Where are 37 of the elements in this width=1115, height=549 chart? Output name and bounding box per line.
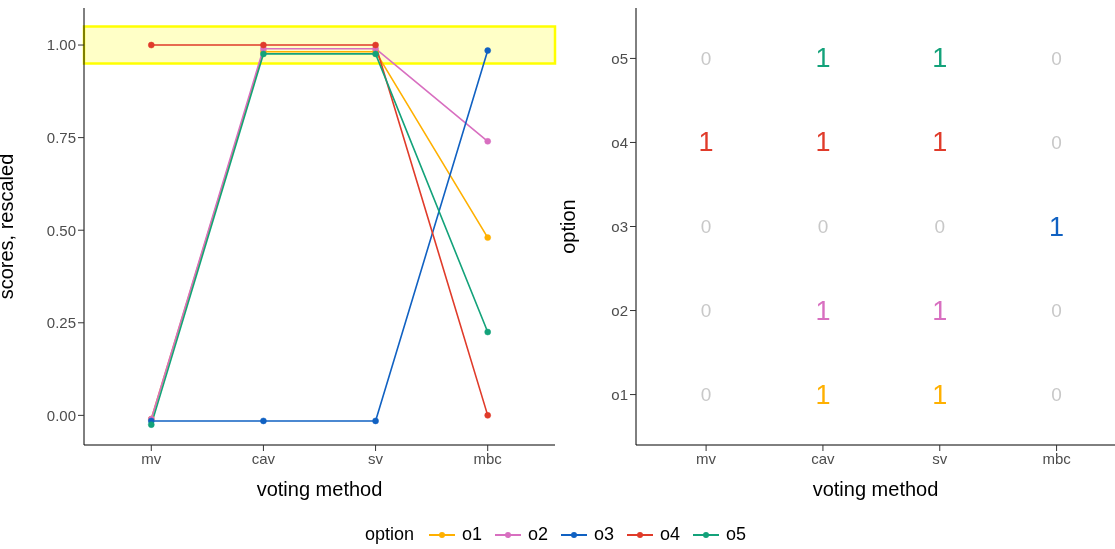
data-label: 1 <box>932 379 948 410</box>
legend-label: o1 <box>461 524 482 545</box>
x-tick-label: mv <box>141 449 162 467</box>
x-tick-label: cav <box>251 449 276 467</box>
y-axis-title: option <box>557 199 580 254</box>
y-tick-label: o2 <box>611 301 628 319</box>
x-tick-label: mbc <box>473 449 503 467</box>
y-tick-label: 0.75 <box>46 128 76 146</box>
data-label: 1 <box>932 43 948 74</box>
x-tick-label: mbc <box>1042 449 1072 467</box>
x-axis-title: voting method <box>812 478 939 500</box>
y-tick-label: 1.00 <box>46 36 76 54</box>
y-tick-label: o5 <box>611 49 628 67</box>
y-tick-label: o1 <box>611 385 628 403</box>
y-tick-label: o4 <box>611 133 628 151</box>
y-tick-label: o3 <box>611 217 628 235</box>
legend-label: o5 <box>726 524 747 545</box>
data-label: 1 <box>815 127 831 158</box>
data-label: 1 <box>698 127 714 158</box>
x-tick-label: mv <box>696 449 717 467</box>
legend-label: o2 <box>527 524 548 545</box>
data-label: 1 <box>815 295 831 326</box>
x-tick-label: cav <box>811 449 836 467</box>
y-tick-label: 0.50 <box>46 221 76 239</box>
data-label: 1 <box>815 379 831 410</box>
data-label: 1 <box>1049 211 1065 242</box>
data-label: 1 <box>932 295 948 326</box>
legend-title: option <box>364 524 414 545</box>
legend-label: o3 <box>594 524 615 545</box>
legend-label: o4 <box>660 524 681 545</box>
x-axis-title: voting method <box>256 478 383 500</box>
x-tick-label: sv <box>932 449 948 467</box>
data-label: 1 <box>815 43 831 74</box>
y-tick-label: 0.25 <box>46 314 76 332</box>
y-tick-label: 0.00 <box>46 406 76 424</box>
x-tick-label: sv <box>368 449 384 467</box>
data-label: 1 <box>932 127 948 158</box>
